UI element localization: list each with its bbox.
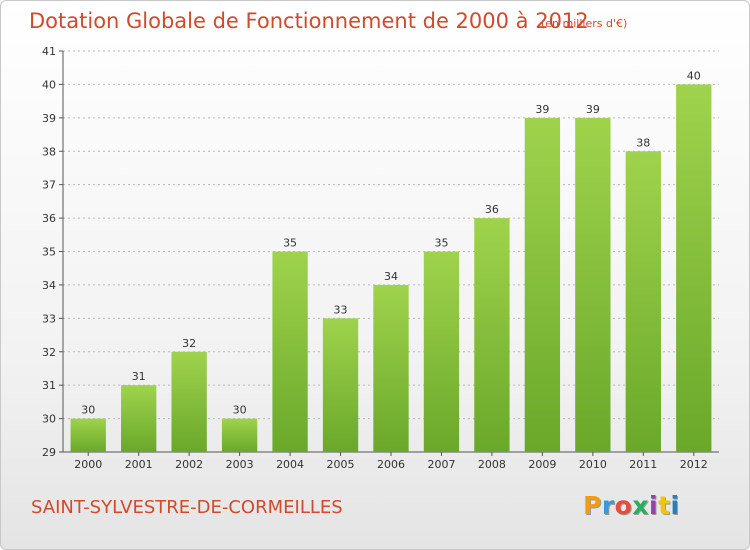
y-tick-label: 32 — [42, 346, 56, 359]
logo-letter: o — [614, 491, 633, 520]
y-tick-label: 41 — [42, 45, 56, 58]
y-tick-label: 38 — [42, 145, 56, 158]
y-tick-label: 31 — [42, 379, 56, 392]
bar-2003 — [221, 418, 258, 452]
x-tick-label: 2010 — [579, 458, 607, 471]
y-tick-label: 39 — [42, 112, 56, 125]
x-tick-label: 2009 — [528, 458, 556, 471]
bar-2009 — [524, 117, 561, 452]
data-label: 39 — [586, 103, 600, 116]
bar-2004 — [272, 251, 308, 452]
x-tick-label: 2003 — [226, 458, 254, 471]
data-labels: 30 31 32 30 35 33 34 35 36 39 39 38 40 — [81, 69, 701, 416]
data-label: 32 — [182, 337, 196, 350]
proxiti-logo[interactable]: Proxiti — [583, 491, 680, 520]
y-tick-labels: 29 30 31 32 33 34 35 36 37 38 39 40 41 — [42, 45, 56, 459]
logo-letter: i — [670, 491, 680, 520]
data-label: 35 — [283, 237, 297, 250]
y-tick-label: 30 — [42, 413, 56, 426]
bar-2010 — [575, 117, 611, 452]
data-label: 36 — [485, 203, 499, 216]
y-tick-label: 35 — [42, 246, 56, 259]
data-label: 33 — [334, 303, 348, 316]
x-tick-label: 2005 — [327, 458, 355, 471]
x-tick-label: 2011 — [629, 458, 657, 471]
y-tick-label: 33 — [42, 312, 56, 325]
x-tick-label: 2006 — [377, 458, 405, 471]
data-label: 34 — [384, 270, 398, 283]
y-tick-label: 37 — [42, 179, 56, 192]
bar-2000 — [70, 418, 106, 452]
bar-2006 — [373, 284, 409, 452]
data-label: 35 — [434, 237, 448, 250]
data-label: 31 — [132, 370, 146, 383]
x-tick-label: 2012 — [680, 458, 708, 471]
logo-letter: P — [583, 491, 602, 520]
bars — [70, 84, 712, 453]
y-tick-label: 29 — [42, 446, 56, 459]
logo-letter: i — [649, 491, 659, 520]
x-tick-label: 2007 — [427, 458, 455, 471]
x-tick-label: 2000 — [74, 458, 102, 471]
y-tick-label: 36 — [42, 212, 56, 225]
y-tick-label: 40 — [42, 78, 56, 91]
data-label: 38 — [636, 136, 650, 149]
x-tick-label: 2008 — [478, 458, 506, 471]
bar-2002 — [171, 351, 207, 452]
y-tick-label: 34 — [42, 279, 56, 292]
chart-title: Dotation Globale de Fonctionnement de 20… — [29, 9, 589, 33]
chart-subtitle: (en milliers d'€) — [541, 17, 628, 30]
logo-letter: x — [632, 491, 649, 520]
x-tick-label: 2004 — [276, 458, 304, 471]
bar-2005 — [322, 318, 359, 452]
bar-2008 — [474, 218, 510, 452]
data-label: 30 — [81, 404, 95, 417]
bar-2007 — [423, 251, 460, 452]
logo-letter: r — [601, 491, 615, 520]
data-label: 30 — [233, 404, 247, 417]
bar-2001 — [121, 385, 157, 452]
logo-letter: t — [658, 491, 671, 520]
bar-2012 — [676, 84, 712, 453]
x-tick-label: 2001 — [125, 458, 153, 471]
x-tick-label: 2002 — [175, 458, 203, 471]
data-label: 39 — [535, 103, 549, 116]
bar-2011 — [625, 151, 661, 452]
data-label: 40 — [687, 69, 701, 82]
x-tick-labels: 2000 2001 2002 2003 2004 2005 2006 2007 2008 2009… — [74, 458, 708, 471]
commune-name: SAINT-SYLVESTRE-DE-CORMEILLES — [31, 497, 343, 518]
